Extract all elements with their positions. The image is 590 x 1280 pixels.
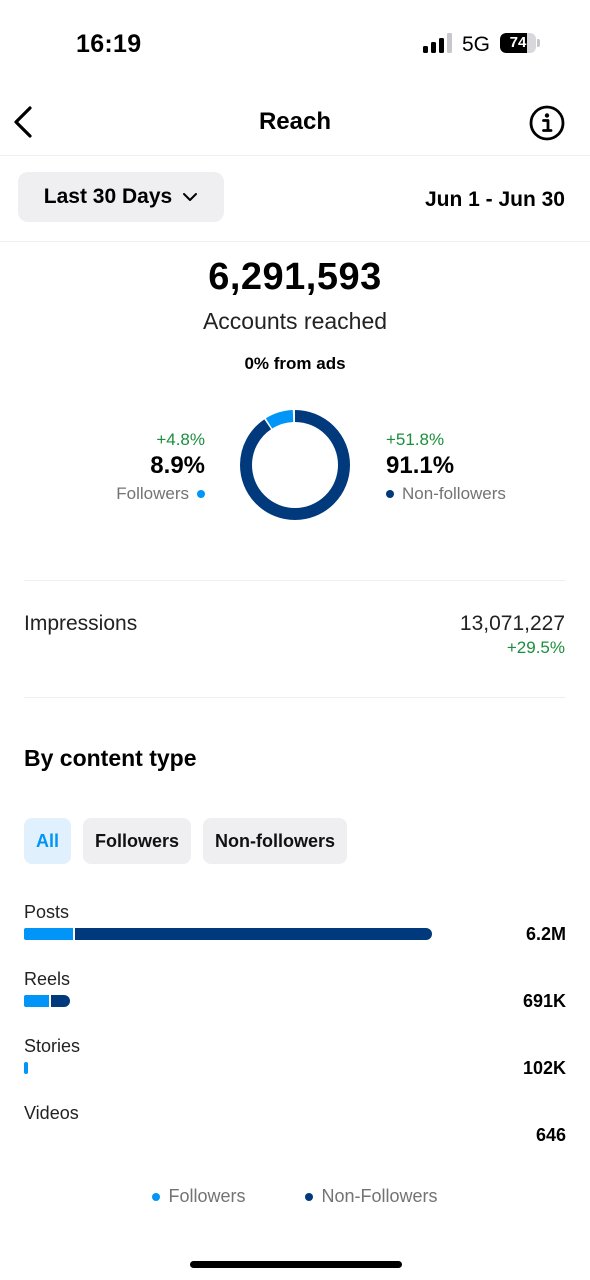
non-followers-change: +51.8% bbox=[386, 430, 445, 449]
battery-percent: 74 bbox=[509, 34, 527, 51]
date-range-dropdown[interactable]: Last 30 Days bbox=[18, 172, 224, 222]
bar-followers bbox=[24, 1062, 29, 1074]
followers-percent: 8.9% bbox=[150, 452, 205, 479]
bar-followers bbox=[24, 995, 49, 1007]
content-type-title: By content type bbox=[24, 745, 197, 771]
non-followers-dot bbox=[386, 490, 394, 498]
row-label: Stories bbox=[24, 1036, 81, 1056]
ads-percentage-label: 0% from ads bbox=[244, 354, 346, 373]
header: Reach bbox=[0, 88, 590, 156]
tab-non-followers[interactable]: Non-followers bbox=[203, 818, 348, 864]
legend-label-non-followers: Non-Followers bbox=[321, 1186, 438, 1206]
info-button[interactable] bbox=[528, 104, 566, 142]
status-bar: 16:19 5G 74 bbox=[0, 0, 590, 88]
tab-followers[interactable]: Followers bbox=[83, 818, 192, 864]
chevron-left-icon bbox=[14, 106, 32, 138]
legend-item-non-followers: Non-Followers bbox=[305, 1186, 438, 1207]
followers-legend: Followers bbox=[80, 484, 205, 504]
bar-non-followers bbox=[50, 995, 71, 1007]
non-followers-split: +51.8% 91.1% Non-followers bbox=[386, 430, 566, 504]
tab-all[interactable]: All bbox=[24, 818, 72, 864]
donut-segment-non-followers bbox=[240, 410, 350, 520]
chevron-down-icon bbox=[183, 193, 198, 201]
network-label: 5G bbox=[462, 33, 491, 56]
row-bar bbox=[24, 995, 71, 1007]
battery-icon: 74 bbox=[500, 33, 536, 53]
divider bbox=[24, 580, 566, 581]
signal-icon bbox=[423, 33, 453, 53]
followers-split: +4.8% 8.9% Followers bbox=[80, 430, 205, 504]
reach-donut-chart bbox=[240, 410, 350, 520]
accounts-reached-label: Accounts reached bbox=[202, 308, 388, 334]
accounts-reached-value: 6,291,593 bbox=[208, 256, 382, 298]
row-bar bbox=[24, 1062, 29, 1074]
content-type-legend: Followers Non-Followers bbox=[0, 1186, 590, 1207]
home-indicator[interactable] bbox=[190, 1261, 402, 1268]
info-icon bbox=[529, 105, 565, 141]
row-label: Videos bbox=[24, 1103, 79, 1123]
date-range-dropdown-label: Last 30 Days bbox=[43, 185, 173, 208]
legend-dot-followers bbox=[152, 1192, 161, 1201]
bar-followers bbox=[24, 928, 73, 940]
content-row-posts: Posts 6.2M bbox=[24, 902, 566, 962]
content-row-stories: Stories 102K bbox=[24, 1036, 566, 1096]
followers-dot bbox=[197, 490, 205, 498]
row-bar bbox=[24, 928, 433, 940]
followers-change: +4.8% bbox=[156, 430, 205, 449]
back-button[interactable] bbox=[8, 102, 44, 142]
impressions-label: Impressions bbox=[24, 612, 138, 635]
row-value: 646 bbox=[535, 1125, 566, 1145]
row-value: 6.2M bbox=[525, 924, 566, 944]
legend-item-followers: Followers bbox=[152, 1186, 245, 1207]
battery-nub bbox=[537, 39, 540, 47]
page-title: Reach bbox=[258, 108, 332, 135]
divider bbox=[24, 697, 566, 698]
row-value: 691K bbox=[522, 991, 566, 1011]
non-followers-label: Non-followers bbox=[402, 484, 506, 503]
followers-label: Followers bbox=[116, 484, 189, 503]
content-row-videos: Videos 646 bbox=[24, 1103, 566, 1163]
bar-non-followers bbox=[74, 928, 433, 940]
date-range-text: Jun 1 - Jun 30 bbox=[424, 188, 565, 211]
row-label: Reels bbox=[24, 969, 71, 989]
content-type-tabs: All Followers Non-followers bbox=[24, 818, 348, 864]
non-followers-legend: Non-followers bbox=[386, 484, 566, 504]
legend-label-followers: Followers bbox=[168, 1186, 246, 1206]
filter-row: Last 30 Days Jun 1 - Jun 30 bbox=[0, 156, 590, 242]
non-followers-percent: 91.1% bbox=[386, 452, 455, 479]
legend-dot-non-followers bbox=[305, 1192, 314, 1201]
status-time: 16:19 bbox=[76, 30, 142, 58]
impressions-change: +29.5% bbox=[506, 638, 565, 657]
row-value: 102K bbox=[522, 1058, 566, 1078]
content-row-reels: Reels 691K bbox=[24, 969, 566, 1029]
impressions-value: 13,071,227 bbox=[459, 612, 565, 635]
row-label: Posts bbox=[24, 902, 70, 922]
